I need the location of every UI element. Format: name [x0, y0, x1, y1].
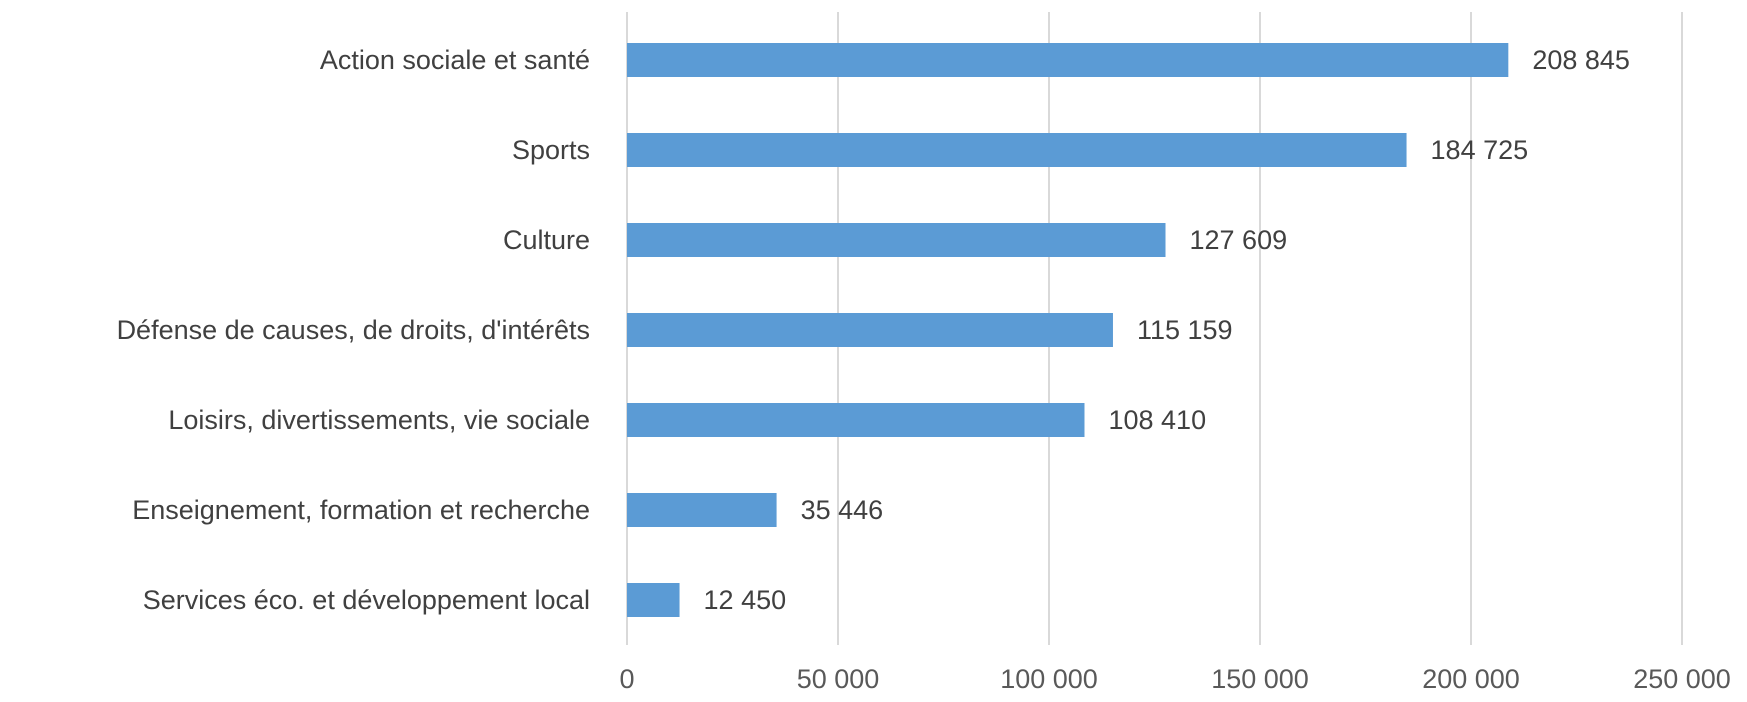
data-label: 208 845: [1532, 45, 1630, 75]
x-tick-label: 150 000: [1211, 664, 1309, 694]
category-label: Défense de causes, de droits, d'intérêts: [117, 315, 590, 345]
x-tick-label: 100 000: [1000, 664, 1098, 694]
x-axis-tick-labels: 0 50 000 100 000 150 000 200 000 250 000: [619, 664, 1730, 694]
category-label: Action sociale et santé: [320, 45, 590, 75]
data-label: 115 159: [1137, 315, 1233, 345]
bar: [627, 223, 1166, 257]
bars-group: [627, 43, 1509, 617]
data-labels: 208 845 184 725 127 609 115 159 108 410 35 44…: [704, 45, 1630, 615]
x-tick-label: 250 000: [1633, 664, 1731, 694]
x-tick-label: 0: [619, 664, 634, 694]
category-label: Enseignement, formation et recherche: [132, 495, 590, 525]
category-label: Culture: [503, 225, 590, 255]
data-label: 35 446: [801, 495, 884, 525]
bar: [627, 493, 777, 527]
category-label: Services éco. et développement local: [143, 585, 590, 615]
x-tick-label: 200 000: [1422, 664, 1520, 694]
data-label: 127 609: [1190, 225, 1288, 255]
data-label: 108 410: [1108, 405, 1206, 435]
bar: [627, 583, 680, 617]
bar: [627, 403, 1085, 437]
bar: [627, 43, 1509, 77]
category-label: Loisirs, divertissements, vie sociale: [168, 405, 590, 435]
bar: [627, 313, 1113, 347]
data-label: 184 725: [1431, 135, 1529, 165]
data-label: 12 450: [704, 585, 787, 615]
bar: [627, 133, 1407, 167]
category-labels: Action sociale et santé Sports Culture Défe…: [117, 45, 590, 615]
x-tick-label: 50 000: [797, 664, 880, 694]
category-label: Sports: [512, 135, 590, 165]
